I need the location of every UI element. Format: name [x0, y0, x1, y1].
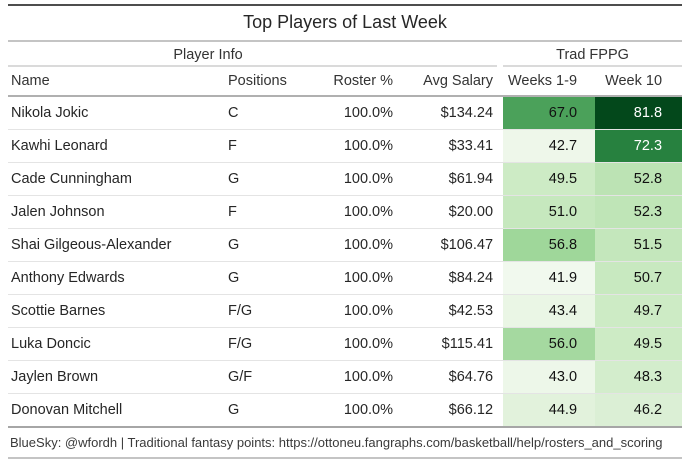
avg-salary-cell: $61.94 [403, 162, 504, 196]
fppg-week-10-cell: 52.3 [595, 195, 683, 229]
spanner-underline [8, 65, 498, 67]
table-row: Nikola Jokic C 100.0% $134.24 67.0 81.8 [8, 96, 683, 130]
avg-salary-cell: $33.41 [403, 129, 504, 163]
positions-cell: G [218, 261, 308, 295]
table-row: Luka Doncic F/G 100.0% $115.41 56.0 49.5 [8, 327, 683, 361]
avg-salary-cell: $42.53 [403, 294, 504, 328]
fppg-week-10-cell: 46.2 [595, 393, 683, 428]
roster-pct-cell: 100.0% [308, 228, 403, 262]
fppg-weeks-1-9-cell: 44.9 [503, 393, 596, 428]
top-players-table: Player Info Trad FPPG Name Positions Ros… [8, 42, 683, 459]
avg-salary-cell: $134.24 [403, 96, 504, 130]
player-name-cell: Donovan Mitchell [8, 393, 218, 428]
roster-pct-cell: 100.0% [308, 360, 403, 394]
positions-cell: F [218, 195, 308, 229]
positions-cell: G/F [218, 360, 308, 394]
positions-cell: F [218, 129, 308, 163]
column-header-salary: Avg Salary [403, 67, 504, 97]
column-header-roster: Roster % [308, 67, 403, 97]
column-group-row: Player Info Trad FPPG [8, 42, 683, 67]
player-name-cell: Anthony Edwards [8, 261, 218, 295]
roster-pct-cell: 100.0% [308, 162, 403, 196]
avg-salary-cell: $66.12 [403, 393, 504, 428]
table-row: Jalen Johnson F 100.0% $20.00 51.0 52.3 [8, 195, 683, 229]
fppg-weeks-1-9-cell: 49.5 [503, 162, 596, 196]
positions-cell: F/G [218, 294, 308, 328]
player-name-cell: Scottie Barnes [8, 294, 218, 328]
column-header-row: Name Positions Roster % Avg Salary Weeks… [8, 67, 683, 97]
fppg-weeks-1-9-cell: 56.0 [503, 327, 596, 361]
roster-pct-cell: 100.0% [308, 327, 403, 361]
table-row: Anthony Edwards G 100.0% $84.24 41.9 50.… [8, 261, 683, 295]
roster-pct-cell: 100.0% [308, 96, 403, 130]
fppg-week-10-cell: 72.3 [595, 129, 683, 163]
table-row: Kawhi Leonard F 100.0% $33.41 42.7 72.3 [8, 129, 683, 163]
player-name-cell: Cade Cunningham [8, 162, 218, 196]
positions-cell: C [218, 96, 308, 130]
spanner-player-info: Player Info [8, 42, 503, 67]
avg-salary-cell: $84.24 [403, 261, 504, 295]
roster-pct-cell: 100.0% [308, 195, 403, 229]
avg-salary-cell: $115.41 [403, 327, 504, 361]
spanner-trad-fppg: Trad FPPG [503, 42, 683, 67]
column-header-week-10: Week 10 [595, 67, 683, 97]
avg-salary-cell: $106.47 [403, 228, 504, 262]
spanner-underline [503, 65, 683, 67]
spanner-player-info-label: Player Info [173, 46, 243, 63]
source-note-row: BlueSky: @wfordh | Traditional fantasy p… [8, 426, 683, 459]
player-name-cell: Jalen Johnson [8, 195, 218, 229]
fppg-weeks-1-9-cell: 67.0 [503, 96, 596, 130]
table-row: Donovan Mitchell G 100.0% $66.12 44.9 46… [8, 393, 683, 428]
player-name-cell: Jaylen Brown [8, 360, 218, 394]
fppg-week-10-cell: 81.8 [595, 96, 683, 130]
fppg-week-10-cell: 52.8 [595, 162, 683, 196]
table-row: Jaylen Brown G/F 100.0% $64.76 43.0 48.3 [8, 360, 683, 394]
fppg-weeks-1-9-cell: 51.0 [503, 195, 596, 229]
fppg-weeks-1-9-cell: 56.8 [503, 228, 596, 262]
player-name-cell: Shai Gilgeous-Alexander [8, 228, 218, 262]
fppg-weeks-1-9-cell: 43.4 [503, 294, 596, 328]
column-header-positions: Positions [218, 67, 308, 97]
spanner-trad-fppg-label: Trad FPPG [556, 46, 629, 63]
table-title: Top Players of Last Week [8, 6, 682, 42]
roster-pct-cell: 100.0% [308, 261, 403, 295]
player-name-cell: Nikola Jokic [8, 96, 218, 130]
fppg-week-10-cell: 48.3 [595, 360, 683, 394]
fppg-weeks-1-9-cell: 42.7 [503, 129, 596, 163]
source-note: BlueSky: @wfordh | Traditional fantasy p… [8, 426, 683, 459]
fppg-week-10-cell: 49.5 [595, 327, 683, 361]
fppg-week-10-cell: 51.5 [595, 228, 683, 262]
table-row: Scottie Barnes F/G 100.0% $42.53 43.4 49… [8, 294, 683, 328]
positions-cell: G [218, 393, 308, 428]
avg-salary-cell: $20.00 [403, 195, 504, 229]
avg-salary-cell: $64.76 [403, 360, 504, 394]
players-table-card: Top Players of Last Week Player Info Tra… [8, 4, 683, 459]
fppg-weeks-1-9-cell: 43.0 [503, 360, 596, 394]
player-name-cell: Kawhi Leonard [8, 129, 218, 163]
player-name-cell: Luka Doncic [8, 327, 218, 361]
roster-pct-cell: 100.0% [308, 129, 403, 163]
fppg-week-10-cell: 50.7 [595, 261, 683, 295]
column-header-name: Name [8, 67, 218, 97]
positions-cell: G [218, 162, 308, 196]
column-header-weeks-1-9: Weeks 1-9 [503, 67, 596, 97]
roster-pct-cell: 100.0% [308, 393, 403, 428]
fppg-week-10-cell: 49.7 [595, 294, 683, 328]
table-row: Shai Gilgeous-Alexander G 100.0% $106.47… [8, 228, 683, 262]
fppg-weeks-1-9-cell: 41.9 [503, 261, 596, 295]
table-row: Cade Cunningham G 100.0% $61.94 49.5 52.… [8, 162, 683, 196]
positions-cell: F/G [218, 327, 308, 361]
positions-cell: G [218, 228, 308, 262]
roster-pct-cell: 100.0% [308, 294, 403, 328]
